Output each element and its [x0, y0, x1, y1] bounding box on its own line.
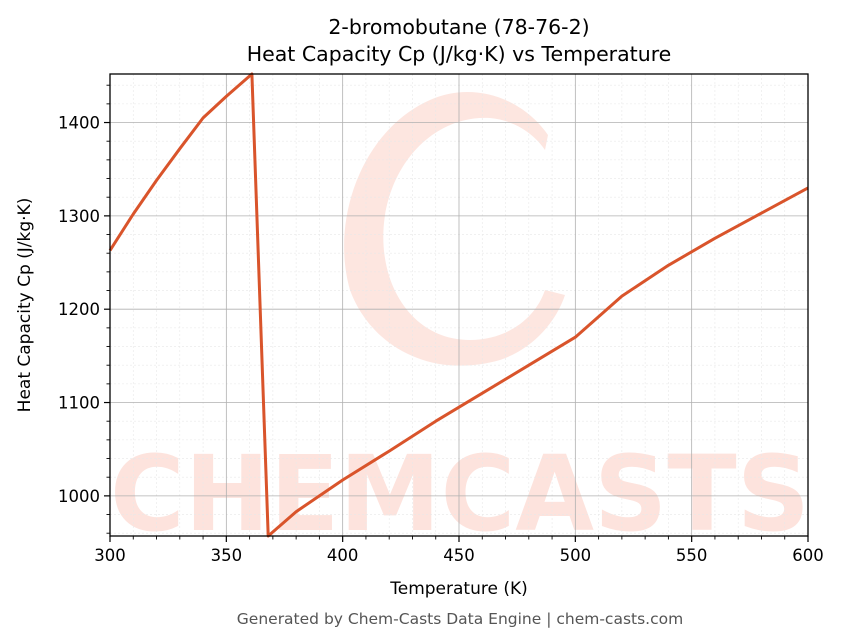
chemcasts-watermark: CHEMCASTS: [110, 92, 810, 555]
x-tick-label: 300: [94, 546, 126, 565]
y-tick-label: 1300: [58, 207, 100, 226]
y-tick-label: 1100: [58, 394, 100, 413]
y-axis-ticks: 1000 1100 1200 1300 1400: [58, 84, 110, 534]
x-tick-label: 450: [443, 546, 475, 565]
x-tick-label: 500: [560, 546, 592, 565]
footer-credit: Generated by Chem-Casts Data Engine | ch…: [237, 610, 683, 628]
y-tick-label: 1000: [58, 487, 100, 506]
chart-title: 2-bromobutane (78-76-2): [328, 15, 589, 39]
y-tick-label: 1400: [58, 114, 100, 133]
x-tick-label: 550: [676, 546, 708, 565]
x-tick-label: 350: [211, 546, 243, 565]
series-layer: [108, 72, 809, 538]
x-tick-label: 600: [792, 546, 824, 565]
watermark-logo-swirl: [344, 92, 565, 366]
y-axis-label: Heat Capacity Cp (J/kg·K): [15, 198, 35, 413]
x-tick-label: 400: [327, 546, 359, 565]
cp-series-line: [108, 72, 809, 538]
chart-subtitle: Heat Capacity Cp (J/kg·K) vs Temperature: [247, 42, 672, 66]
x-axis-label: Temperature (K): [389, 579, 528, 599]
watermark-text: CHEMCASTS: [110, 433, 810, 555]
major-grid: [109, 74, 809, 536]
y-tick-label: 1200: [58, 300, 100, 319]
x-axis-ticks: 300 350 400 450 500 550 600: [94, 536, 824, 565]
